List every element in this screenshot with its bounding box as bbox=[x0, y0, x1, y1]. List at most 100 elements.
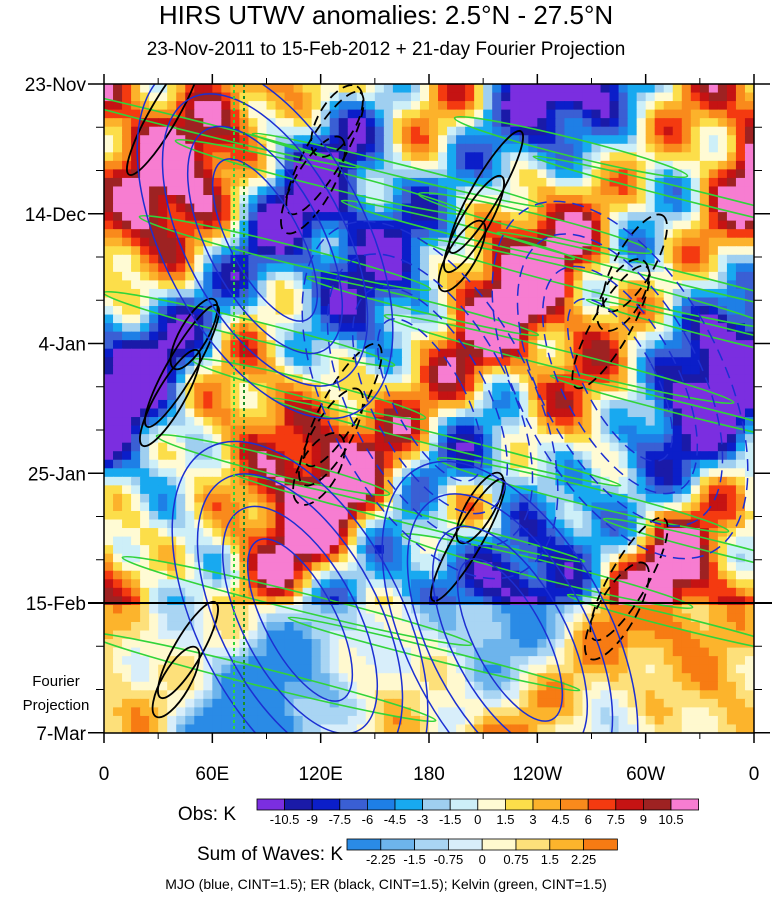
heatmap-cell bbox=[257, 203, 268, 213]
heatmap-cell bbox=[185, 596, 195, 606]
heatmap-cell bbox=[122, 434, 132, 444]
heatmap-cell bbox=[176, 160, 186, 170]
heatmap-cell bbox=[483, 237, 493, 247]
heatmap-cell bbox=[365, 212, 376, 222]
heatmap-cell bbox=[167, 169, 177, 179]
heatmap-cell bbox=[338, 92, 349, 102]
heatmap-cell bbox=[438, 434, 448, 444]
heatmap-cell bbox=[573, 177, 584, 188]
heatmap-cell bbox=[131, 587, 141, 597]
heatmap-cell bbox=[744, 118, 754, 128]
heatmap-cell bbox=[221, 118, 231, 128]
heatmap-cell bbox=[492, 647, 502, 657]
heatmap-cell bbox=[474, 417, 484, 427]
heatmap-cell bbox=[582, 656, 593, 666]
heatmap-cell bbox=[329, 109, 340, 119]
heatmap-cell bbox=[149, 177, 159, 188]
heatmap-cell bbox=[447, 596, 457, 606]
heatmap-cell bbox=[122, 297, 132, 307]
heatmap-cell bbox=[356, 229, 367, 239]
heatmap-cell bbox=[429, 382, 439, 393]
heatmap-cell bbox=[356, 621, 367, 632]
heatmap-cell bbox=[158, 306, 168, 316]
heatmap-cell bbox=[501, 459, 511, 469]
heatmap-cell bbox=[212, 408, 222, 418]
heatmap-cell bbox=[347, 579, 358, 589]
heatmap-cell bbox=[383, 340, 394, 350]
heatmap-cell bbox=[699, 502, 710, 512]
heatmap-cell bbox=[618, 135, 629, 145]
heatmap-cell bbox=[338, 579, 349, 589]
heatmap-cell bbox=[239, 570, 250, 580]
heatmap-cell bbox=[609, 365, 620, 375]
heatmap-cell bbox=[483, 510, 493, 521]
heatmap-cell bbox=[645, 579, 656, 589]
heatmap-cell bbox=[474, 195, 484, 205]
heatmap-cell bbox=[392, 92, 403, 102]
heatmap-cell bbox=[735, 545, 746, 555]
heatmap-cell bbox=[374, 323, 385, 333]
heatmap-cell bbox=[203, 570, 213, 580]
heatmap-cell bbox=[546, 306, 556, 316]
heatmap-cell bbox=[104, 331, 114, 341]
heatmap-cell bbox=[248, 451, 259, 461]
heatmap-cell bbox=[221, 160, 231, 170]
heatmap-cell bbox=[501, 434, 511, 444]
heatmap-cell bbox=[122, 254, 132, 264]
heatmap-cell bbox=[194, 391, 204, 401]
heatmap-cell bbox=[483, 639, 493, 649]
heatmap-cell bbox=[744, 664, 754, 674]
heatmap-cell bbox=[221, 246, 231, 256]
heatmap-cell bbox=[447, 417, 457, 427]
heatmap-cell bbox=[519, 340, 529, 350]
heatmap-cell bbox=[203, 613, 213, 623]
heatmap-cell bbox=[717, 152, 728, 162]
heatmap-cell bbox=[636, 143, 647, 153]
heatmap-cell bbox=[140, 613, 150, 623]
heatmap-cell bbox=[212, 468, 222, 478]
heatmap-cell bbox=[329, 186, 340, 196]
heatmap-cell bbox=[230, 203, 241, 213]
heatmap-cell bbox=[203, 417, 213, 427]
heatmap-cell bbox=[627, 195, 638, 205]
heatmap-cell bbox=[320, 399, 331, 410]
heatmap-cell bbox=[708, 348, 719, 358]
heatmap-cell bbox=[438, 229, 448, 239]
heatmap-cell bbox=[690, 314, 701, 324]
heatmap-cell bbox=[483, 254, 493, 264]
heatmap-cell bbox=[681, 126, 692, 136]
heatmap-cell bbox=[266, 442, 277, 452]
heatmap-cell bbox=[122, 528, 132, 538]
heatmap-cell bbox=[365, 434, 376, 444]
heatmap-cell bbox=[663, 579, 674, 589]
heatmap-cell bbox=[158, 126, 168, 136]
heatmap-cell bbox=[735, 314, 746, 324]
heatmap-cell bbox=[410, 621, 421, 632]
heatmap-cell bbox=[167, 254, 177, 264]
heatmap-cell bbox=[654, 545, 665, 555]
heatmap-cell bbox=[275, 519, 286, 529]
heatmap-cell bbox=[158, 493, 168, 504]
heatmap-cell bbox=[528, 92, 538, 102]
heatmap-cell bbox=[392, 118, 403, 128]
heatmap-cell bbox=[167, 374, 177, 384]
heatmap-cell bbox=[690, 647, 701, 657]
heatmap-cell bbox=[131, 109, 141, 119]
heatmap-cell bbox=[645, 348, 656, 358]
heatmap-cell bbox=[194, 177, 204, 188]
heatmap-cell bbox=[492, 664, 502, 674]
heatmap-cell bbox=[465, 391, 475, 401]
heatmap-cell bbox=[284, 502, 295, 512]
heatmap-cell bbox=[176, 109, 186, 119]
heatmap-cell bbox=[113, 237, 123, 247]
heatmap-cell bbox=[627, 177, 638, 188]
heatmap-cell bbox=[699, 647, 710, 657]
heatmap-cell bbox=[293, 331, 304, 341]
heatmap-cell bbox=[212, 271, 222, 282]
heatmap-cell bbox=[365, 425, 376, 435]
heatmap-cell bbox=[465, 348, 475, 358]
heatmap-cell bbox=[627, 84, 638, 94]
heatmap-cell bbox=[564, 92, 575, 102]
heatmap-cell bbox=[645, 160, 656, 170]
heatmap-cell bbox=[113, 579, 123, 589]
